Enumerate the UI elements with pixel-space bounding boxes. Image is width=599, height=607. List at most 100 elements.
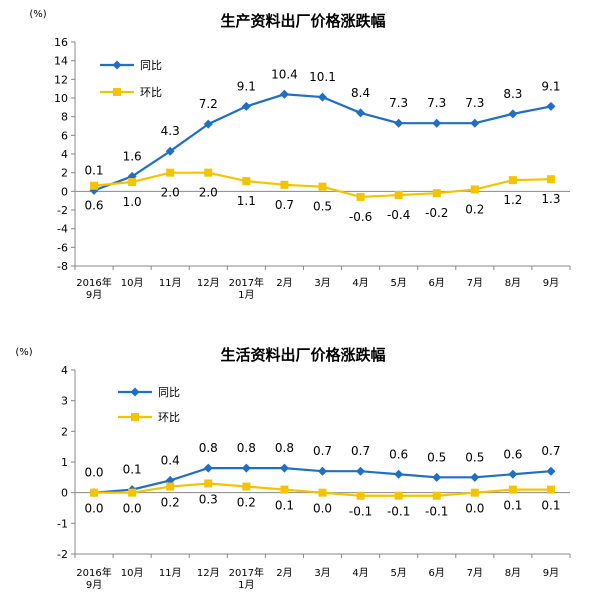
x-tick-label: 12月 bbox=[197, 277, 220, 289]
data-label-同比: 7.3 bbox=[389, 96, 408, 110]
x-tick-label: 8月 bbox=[505, 567, 521, 579]
data-label-同比: 0.1 bbox=[84, 163, 103, 177]
data-point-同比 bbox=[394, 469, 404, 479]
data-label-同比: 7.2 bbox=[199, 97, 218, 111]
data-label-同比: 0.7 bbox=[541, 444, 560, 458]
data-label-环比: -0.1 bbox=[349, 505, 372, 519]
data-point-同比 bbox=[203, 463, 213, 473]
y-tick-label: -2 bbox=[57, 548, 68, 561]
data-label-环比: 0.0 bbox=[313, 502, 332, 516]
data-point-环比 bbox=[470, 488, 479, 497]
data-label-环比: 1.3 bbox=[541, 192, 560, 206]
data-label-环比: 1.2 bbox=[503, 193, 522, 207]
x-tick-label: 8月 bbox=[505, 277, 521, 289]
x-tick-label: 6月 bbox=[429, 567, 445, 579]
x-tick-label: 3月 bbox=[314, 277, 330, 289]
data-label-同比: 9.1 bbox=[237, 79, 256, 93]
y-tick-label: 3 bbox=[61, 395, 68, 408]
data-point-环比 bbox=[280, 180, 289, 189]
data-label-环比: -0.2 bbox=[425, 206, 448, 220]
data-label-同比: 4.3 bbox=[161, 124, 180, 138]
y-tick-label: 12 bbox=[54, 73, 68, 86]
y-tick-label: 4 bbox=[61, 364, 68, 377]
data-point-同比 bbox=[356, 466, 366, 476]
data-label-环比: 0.2 bbox=[161, 496, 180, 510]
data-point-同比 bbox=[165, 146, 175, 156]
x-tick-label: 2017年 1月 bbox=[229, 276, 264, 300]
data-label-同比: 0.6 bbox=[503, 447, 522, 461]
x-tick-label: 4月 bbox=[352, 567, 368, 579]
data-point-环比 bbox=[356, 491, 365, 500]
data-point-环比 bbox=[394, 191, 403, 200]
data-point-同比 bbox=[508, 109, 518, 119]
x-tick-label: 5月 bbox=[390, 567, 406, 579]
data-point-环比 bbox=[280, 485, 289, 494]
data-point-同比 bbox=[203, 119, 213, 129]
x-tick-label: 10月 bbox=[121, 567, 144, 579]
data-label-环比: 1.0 bbox=[123, 195, 142, 209]
data-point-同比 bbox=[241, 463, 251, 473]
data-label-环比: 0.0 bbox=[123, 502, 142, 516]
data-point-同比 bbox=[356, 108, 366, 118]
data-label-环比: -0.1 bbox=[387, 505, 410, 519]
y-tick-label: 6 bbox=[61, 129, 68, 142]
legend-label-同比: 同比 bbox=[158, 386, 180, 399]
data-label-同比: 0.8 bbox=[237, 441, 256, 455]
legend-marker-环比 bbox=[131, 413, 139, 421]
data-point-环比 bbox=[166, 168, 175, 177]
data-point-环比 bbox=[508, 176, 517, 185]
data-label-环比: 0.1 bbox=[275, 499, 294, 513]
x-tick-label: 12月 bbox=[197, 567, 220, 579]
data-point-同比 bbox=[470, 472, 480, 482]
data-label-环比: 0.3 bbox=[199, 492, 218, 506]
data-point-环比 bbox=[242, 177, 251, 186]
legend-label-环比: 环比 bbox=[158, 411, 180, 424]
y-tick-label: 0 bbox=[61, 185, 68, 198]
data-label-同比: 10.4 bbox=[271, 67, 298, 81]
data-label-环比: 0.2 bbox=[237, 496, 256, 510]
data-label-同比: 0.7 bbox=[351, 444, 370, 458]
data-label-环比: 0.7 bbox=[275, 198, 294, 212]
data-point-环比 bbox=[318, 182, 327, 191]
data-label-环比: -0.6 bbox=[349, 210, 372, 224]
y-tick-label: 10 bbox=[54, 92, 68, 105]
data-label-同比: 0.4 bbox=[161, 453, 180, 467]
legend-marker-同比 bbox=[112, 60, 122, 70]
x-tick-label: 5月 bbox=[390, 277, 406, 289]
data-label-同比: 10.1 bbox=[309, 70, 336, 84]
data-label-环比: 0.1 bbox=[503, 499, 522, 513]
data-point-同比 bbox=[241, 101, 251, 111]
data-label-同比: 8.3 bbox=[503, 87, 522, 101]
data-point-环比 bbox=[166, 482, 175, 491]
data-point-环比 bbox=[90, 488, 99, 497]
y-tick-label: 2 bbox=[61, 167, 68, 180]
chart-title: 生产资料出厂价格涨跌幅 bbox=[220, 12, 385, 30]
data-label-同比: 7.3 bbox=[465, 96, 484, 110]
data-label-环比: 0.0 bbox=[465, 502, 484, 516]
x-tick-label: 11月 bbox=[159, 277, 182, 289]
data-point-同比 bbox=[394, 118, 404, 128]
legend-marker-环比 bbox=[113, 88, 121, 96]
y-unit-label: (%) bbox=[15, 347, 32, 358]
data-label-同比: 1.6 bbox=[123, 149, 142, 163]
data-label-同比: 0.5 bbox=[427, 450, 446, 464]
data-point-环比 bbox=[356, 192, 365, 201]
data-label-同比: 9.1 bbox=[541, 79, 560, 93]
data-point-同比 bbox=[279, 89, 289, 99]
data-point-环比 bbox=[128, 178, 137, 186]
data-point-同比 bbox=[279, 463, 289, 473]
x-tick-label: 4月 bbox=[352, 277, 368, 289]
data-label-环比: 0.2 bbox=[465, 202, 484, 216]
x-tick-label: 3月 bbox=[314, 567, 330, 579]
data-point-环比 bbox=[318, 488, 327, 497]
data-label-环比: -0.1 bbox=[425, 505, 448, 519]
y-tick-label: -4 bbox=[57, 223, 68, 236]
data-label-同比: 0.1 bbox=[123, 463, 142, 477]
y-tick-label: 16 bbox=[54, 36, 68, 49]
data-label-同比: 0.7 bbox=[313, 444, 332, 458]
data-label-环比: 0.0 bbox=[84, 502, 103, 516]
data-label-环比: 0.6 bbox=[84, 199, 103, 213]
chart-consumer-goods: 生活资料出厂价格涨跌幅 (%) 4 3 2 1 0 -1 -2 2016年 9月 10月 11月 12月 2… bbox=[15, 346, 571, 591]
x-tick-label: 7月 bbox=[467, 567, 483, 579]
data-point-同比 bbox=[508, 469, 518, 479]
